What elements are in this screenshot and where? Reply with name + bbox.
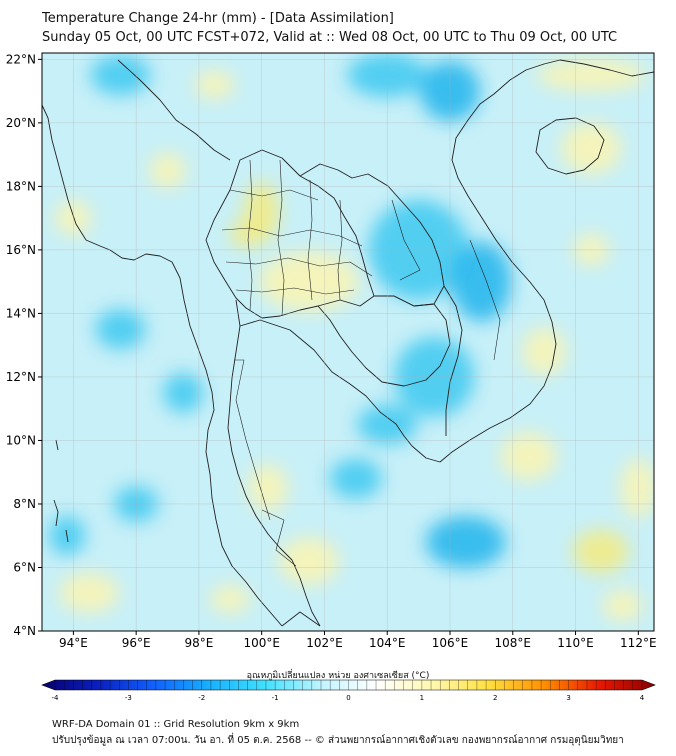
field-anomaly-blob: [247, 464, 288, 513]
colorbar-tick-label: 4: [640, 694, 645, 702]
longitude-label: 100°E: [243, 636, 280, 650]
longitude-label: 96°E: [122, 636, 151, 650]
cambodia-border: [317, 295, 451, 387]
longitude-label: 112°E: [620, 636, 657, 650]
province-line: [221, 227, 363, 247]
field-anomaly-blob: [451, 241, 512, 322]
longitude-label: 108°E: [495, 636, 532, 650]
field-anomaly-blob: [500, 432, 557, 481]
latitude-labels: 22°N 20°N 18°N 16°N 14°N 12°N 10°N 8°N 6°N 4°N: [6, 52, 42, 638]
field-anomaly-blob: [425, 516, 506, 569]
province-line: [234, 359, 271, 521]
latitude-label: 20°N: [6, 116, 36, 130]
colorbar-title: อุณหภูมิเปลี่ยนแปลง หน่วย องศาเซลเซียส (…: [246, 671, 430, 681]
map-subtitle: Sunday 05 Oct, 00 UTC FCST+072, Valid at…: [42, 30, 618, 45]
colorbar-tick-label: 2: [493, 694, 497, 702]
province-line: [469, 239, 501, 361]
field-anomaly-blob: [258, 251, 359, 312]
field-anomaly-blob: [602, 589, 643, 622]
field-anomaly-blob: [194, 70, 235, 99]
colorbar-tick-label: 0: [346, 694, 350, 702]
field-anomaly-blob: [59, 572, 120, 613]
field-anomaly-blob: [561, 122, 622, 175]
latitude-label: 14°N: [6, 306, 36, 320]
field-anomaly-blob: [536, 59, 647, 92]
malaysia-coastline: [281, 611, 321, 627]
colorbar-tick-label: -1: [272, 694, 279, 702]
colorbar-tick-label: 1: [420, 694, 424, 702]
latitude-label: 8°N: [13, 497, 36, 511]
colorbar: -4 -3 -2 -1 0 1 2 3 4: [41, 679, 656, 702]
colorbar-tick-labels: -4 -3 -2 -1 0 1 2 3 4: [52, 694, 645, 702]
map-gridlines: [42, 53, 654, 632]
field-anomaly-blob: [163, 372, 204, 413]
myanmar-coastline: [42, 104, 217, 521]
latitude-label: 12°N: [6, 370, 36, 384]
longitude-label: 94°E: [59, 636, 88, 650]
peninsula-east-coast: [227, 299, 321, 627]
longitude-label: 110°E: [557, 636, 594, 650]
peninsula-west-coast: [215, 519, 283, 627]
latitude-label: 18°N: [6, 179, 36, 193]
province-line: [247, 159, 253, 311]
latitude-label: 22°N: [6, 52, 36, 66]
province-line: [225, 257, 373, 277]
myanmar-china-border: [117, 59, 231, 161]
colorbar-tick-label: 3: [566, 694, 570, 702]
field-anomaly-blob: [329, 458, 382, 499]
temperature-field: [42, 53, 654, 631]
china-coastline: [559, 59, 654, 77]
colorbar-tick-label: -4: [52, 694, 60, 702]
province-line: [235, 287, 355, 295]
coastlines-and-borders: [42, 59, 654, 627]
map-frame: [41, 52, 655, 632]
latitude-label: 6°N: [13, 560, 36, 574]
latitude-label: 4°N: [13, 624, 36, 638]
footer-domain-info: WRF-DA Domain 01 :: Grid Resolution 9km …: [52, 719, 300, 730]
field-anomaly-blob: [572, 529, 629, 574]
field-anomaly-blob: [278, 537, 339, 586]
province-line: [229, 189, 319, 201]
field-anomaly-blob: [95, 309, 146, 350]
longitude-label: 106°E: [432, 636, 469, 650]
vietnam-coastline: [451, 59, 561, 453]
province-line: [261, 509, 297, 567]
longitude-labels: 94°E 96°E 98°E 100°E 102°E 104°E 106°E 108°E 110…: [59, 631, 657, 650]
field-anomaly-blob: [210, 585, 251, 614]
vietnam-border: [443, 285, 463, 436]
longitude-label: 104°E: [369, 636, 406, 650]
latitude-label: 16°N: [6, 243, 36, 257]
field-anomaly-blob: [620, 458, 654, 519]
field-anomaly-blob: [522, 327, 567, 376]
province-line: [391, 199, 421, 281]
map-title: Temperature Change 24-hr (mm) - [Data As…: [42, 11, 394, 26]
longitude-label: 98°E: [184, 636, 213, 650]
field-anomaly-blob: [230, 220, 262, 249]
province-line: [277, 159, 285, 317]
footer-credit: ปรับปรุงข้อมูล ณ เวลา 07:00น. วัน อา. ที…: [52, 735, 624, 746]
province-line: [307, 179, 313, 301]
province-borders: [221, 159, 501, 567]
colorbar-tick-label: -2: [198, 694, 205, 702]
hainan-island: [535, 117, 605, 175]
colorbar-minor-ticks: [54, 680, 643, 690]
field-anomaly-blob: [90, 55, 151, 96]
gulf-coastline: [239, 319, 453, 463]
longitude-label: 102°E: [306, 636, 343, 650]
colorbar-tick-label: -3: [125, 694, 132, 702]
field-anomaly-blob: [149, 152, 186, 189]
province-line: [337, 199, 343, 301]
latitude-label: 10°N: [6, 433, 36, 447]
